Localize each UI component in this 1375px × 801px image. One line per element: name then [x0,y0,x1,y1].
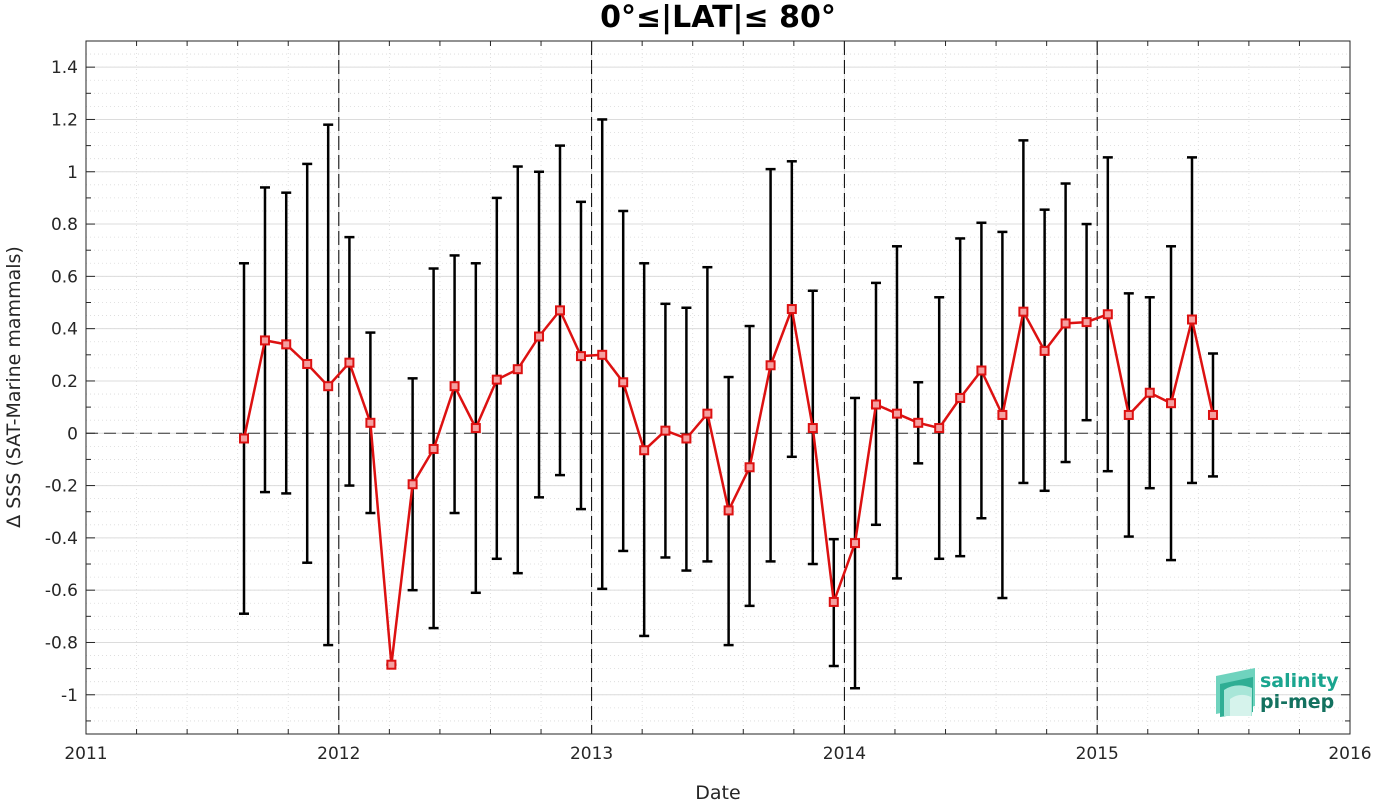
data-point-marker [1039,345,1050,356]
y-tick-label: -0.4 [45,529,78,549]
data-point-marker [807,423,818,434]
logo-text-pi-mep: pi-mep [1260,691,1334,713]
data-point-marker [281,339,292,350]
data-point-marker [386,659,397,670]
x-tick-label: 2014 [823,744,866,764]
axis-ticks [85,40,1351,734]
logo-text-salinity: salinity [1260,670,1339,692]
y-tick-label: 0.4 [51,320,78,340]
data-point-marker [744,462,755,473]
data-point-marker [1060,318,1071,329]
y-axis-label: Δ SSS (SAT-Marine mammals) [3,246,25,528]
data-point-marker [239,433,249,444]
x-tick-label: 2012 [317,744,360,764]
data-point-marker [786,304,797,315]
y-tick-label: -0.6 [45,581,78,601]
data-point-marker [639,445,650,456]
y-tick-label: 0.8 [51,215,78,235]
data-point-marker [575,351,586,362]
x-tick-label: 2016 [1328,744,1371,764]
data-point-marker [828,596,839,607]
data-point-marker [323,381,334,392]
data-point-marker [997,409,1008,420]
data-point-marker [407,479,418,490]
data-point-marker [723,505,734,516]
data-point-marker [702,408,713,419]
data-point-marker [344,357,355,368]
data-point-marker [1187,314,1197,325]
x-tick-label: 2013 [570,744,613,764]
salinity-pi-mep-logo: salinity pi-mep [1216,668,1339,717]
wave-logo-icon [1216,668,1255,717]
chart-title: 0°≤|LAT|≤ 80° [600,0,836,35]
data-point-marker [913,417,924,428]
y-tick-label: -0.8 [45,633,78,653]
data-point-marker [765,360,776,371]
data-point-marker [850,538,861,549]
y-tick-labels: -1 -0.8 -0.6 -0.4 -0.2 0 0.2 0.4 0.6 0.8 1 1.2 1.4 [45,58,78,706]
data-point-marker [512,364,523,375]
data-point-marker [1144,387,1155,398]
data-point-marker [470,423,481,434]
year-separators [338,41,1098,734]
data-point-marker [1102,309,1113,320]
data-point-marker [934,423,945,434]
data-point-marker [491,374,502,385]
data-point-marker [365,417,376,428]
data-point-marker [1123,409,1134,420]
data-point-marker [955,392,966,403]
data-point-marker [1081,317,1092,328]
x-axis-label: Date [695,782,740,801]
y-tick-label: -1 [61,686,78,706]
data-point-marker [597,349,608,360]
y-tick-label: -0.2 [45,477,78,497]
x-tick-label: 2011 [64,744,107,764]
data-point-marker [428,443,439,454]
data-point-marker [891,408,902,419]
data-point-marker [660,425,671,436]
data-point-marker [534,331,545,342]
data-point-marker [259,335,270,346]
y-tick-label: 0 [67,424,78,444]
x-tick-label: 2015 [1076,744,1119,764]
data-point-marker [618,377,629,388]
data-point-marker [302,358,313,369]
y-tick-label: 0.2 [51,372,78,392]
y-tick-label: 1.4 [51,58,78,78]
data-point-marker [976,365,987,376]
y-tick-label: 1 [67,163,78,183]
data-point-marker [449,381,460,392]
data-point-marker [1018,306,1029,317]
data-point-marker [681,433,692,444]
data-point-marker [1207,409,1218,420]
data-point-marker [871,399,881,410]
data-point-marker [555,305,565,316]
data-point-marker [1166,398,1177,409]
plot-frame [85,40,1351,735]
y-tick-label: 0.6 [51,267,78,287]
y-tick-label: 1.2 [51,110,78,130]
x-tick-labels: 2011 2012 2013 2014 2015 2016 [64,744,1371,764]
series-markers [239,304,1218,670]
